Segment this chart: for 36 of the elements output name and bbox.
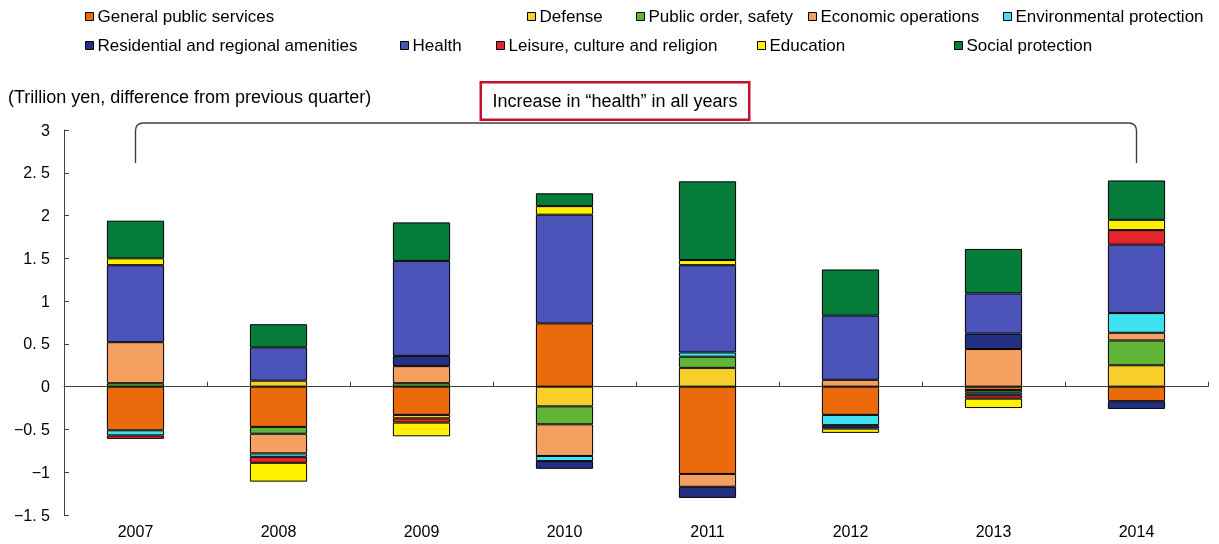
legend-label: Health xyxy=(412,36,462,55)
y-tick-label: 2. 5 xyxy=(23,164,51,182)
legend-label: Public order, safety xyxy=(648,7,794,26)
bar xyxy=(392,386,451,415)
y-tick-label: −0. 5 xyxy=(13,420,51,438)
y-tick-label: 0. 5 xyxy=(23,335,51,353)
legend-label: Economic operations xyxy=(820,7,980,26)
legend-label: Education xyxy=(769,36,846,55)
legend-label: Social protection xyxy=(966,36,1093,55)
text: Increase in “health” in all years xyxy=(492,90,738,112)
x-tick-label: 2009 xyxy=(403,522,440,540)
x-tick-label: 2008 xyxy=(260,522,297,540)
y-tick-label: −1. 5 xyxy=(13,506,51,524)
x-tick-label: 2012 xyxy=(832,522,869,540)
x-tick-label: 2014 xyxy=(1118,522,1155,540)
y-tick-label: 3 xyxy=(41,121,51,139)
legend-label: Residential and regional amenities xyxy=(97,36,358,55)
bar xyxy=(964,398,1023,409)
y-tick-label: 0 xyxy=(41,378,51,396)
x-tick-label: 2010 xyxy=(546,522,583,540)
y-axis-title: (Trillion yen, difference from previous quarter) xyxy=(8,87,372,107)
bar xyxy=(106,386,165,431)
legend-label: Defense xyxy=(539,7,603,26)
bar xyxy=(821,428,880,433)
bar xyxy=(678,181,737,261)
y-tick-label: 1 xyxy=(41,292,51,310)
y-tick-label: 2 xyxy=(41,207,51,225)
x-tick-label: 2011 xyxy=(690,522,725,540)
x-tick-label: 2013 xyxy=(975,522,1012,540)
legend-label: Leisure, culture and religion xyxy=(508,36,718,55)
bar xyxy=(392,422,451,437)
x-tick-label: 2007 xyxy=(117,522,154,540)
legend-label: General public services xyxy=(97,7,275,26)
legend-label: Environmental protection xyxy=(1015,7,1204,26)
y-tick-label: −1 xyxy=(31,463,51,481)
y-tick-label: 1. 5 xyxy=(23,249,51,267)
